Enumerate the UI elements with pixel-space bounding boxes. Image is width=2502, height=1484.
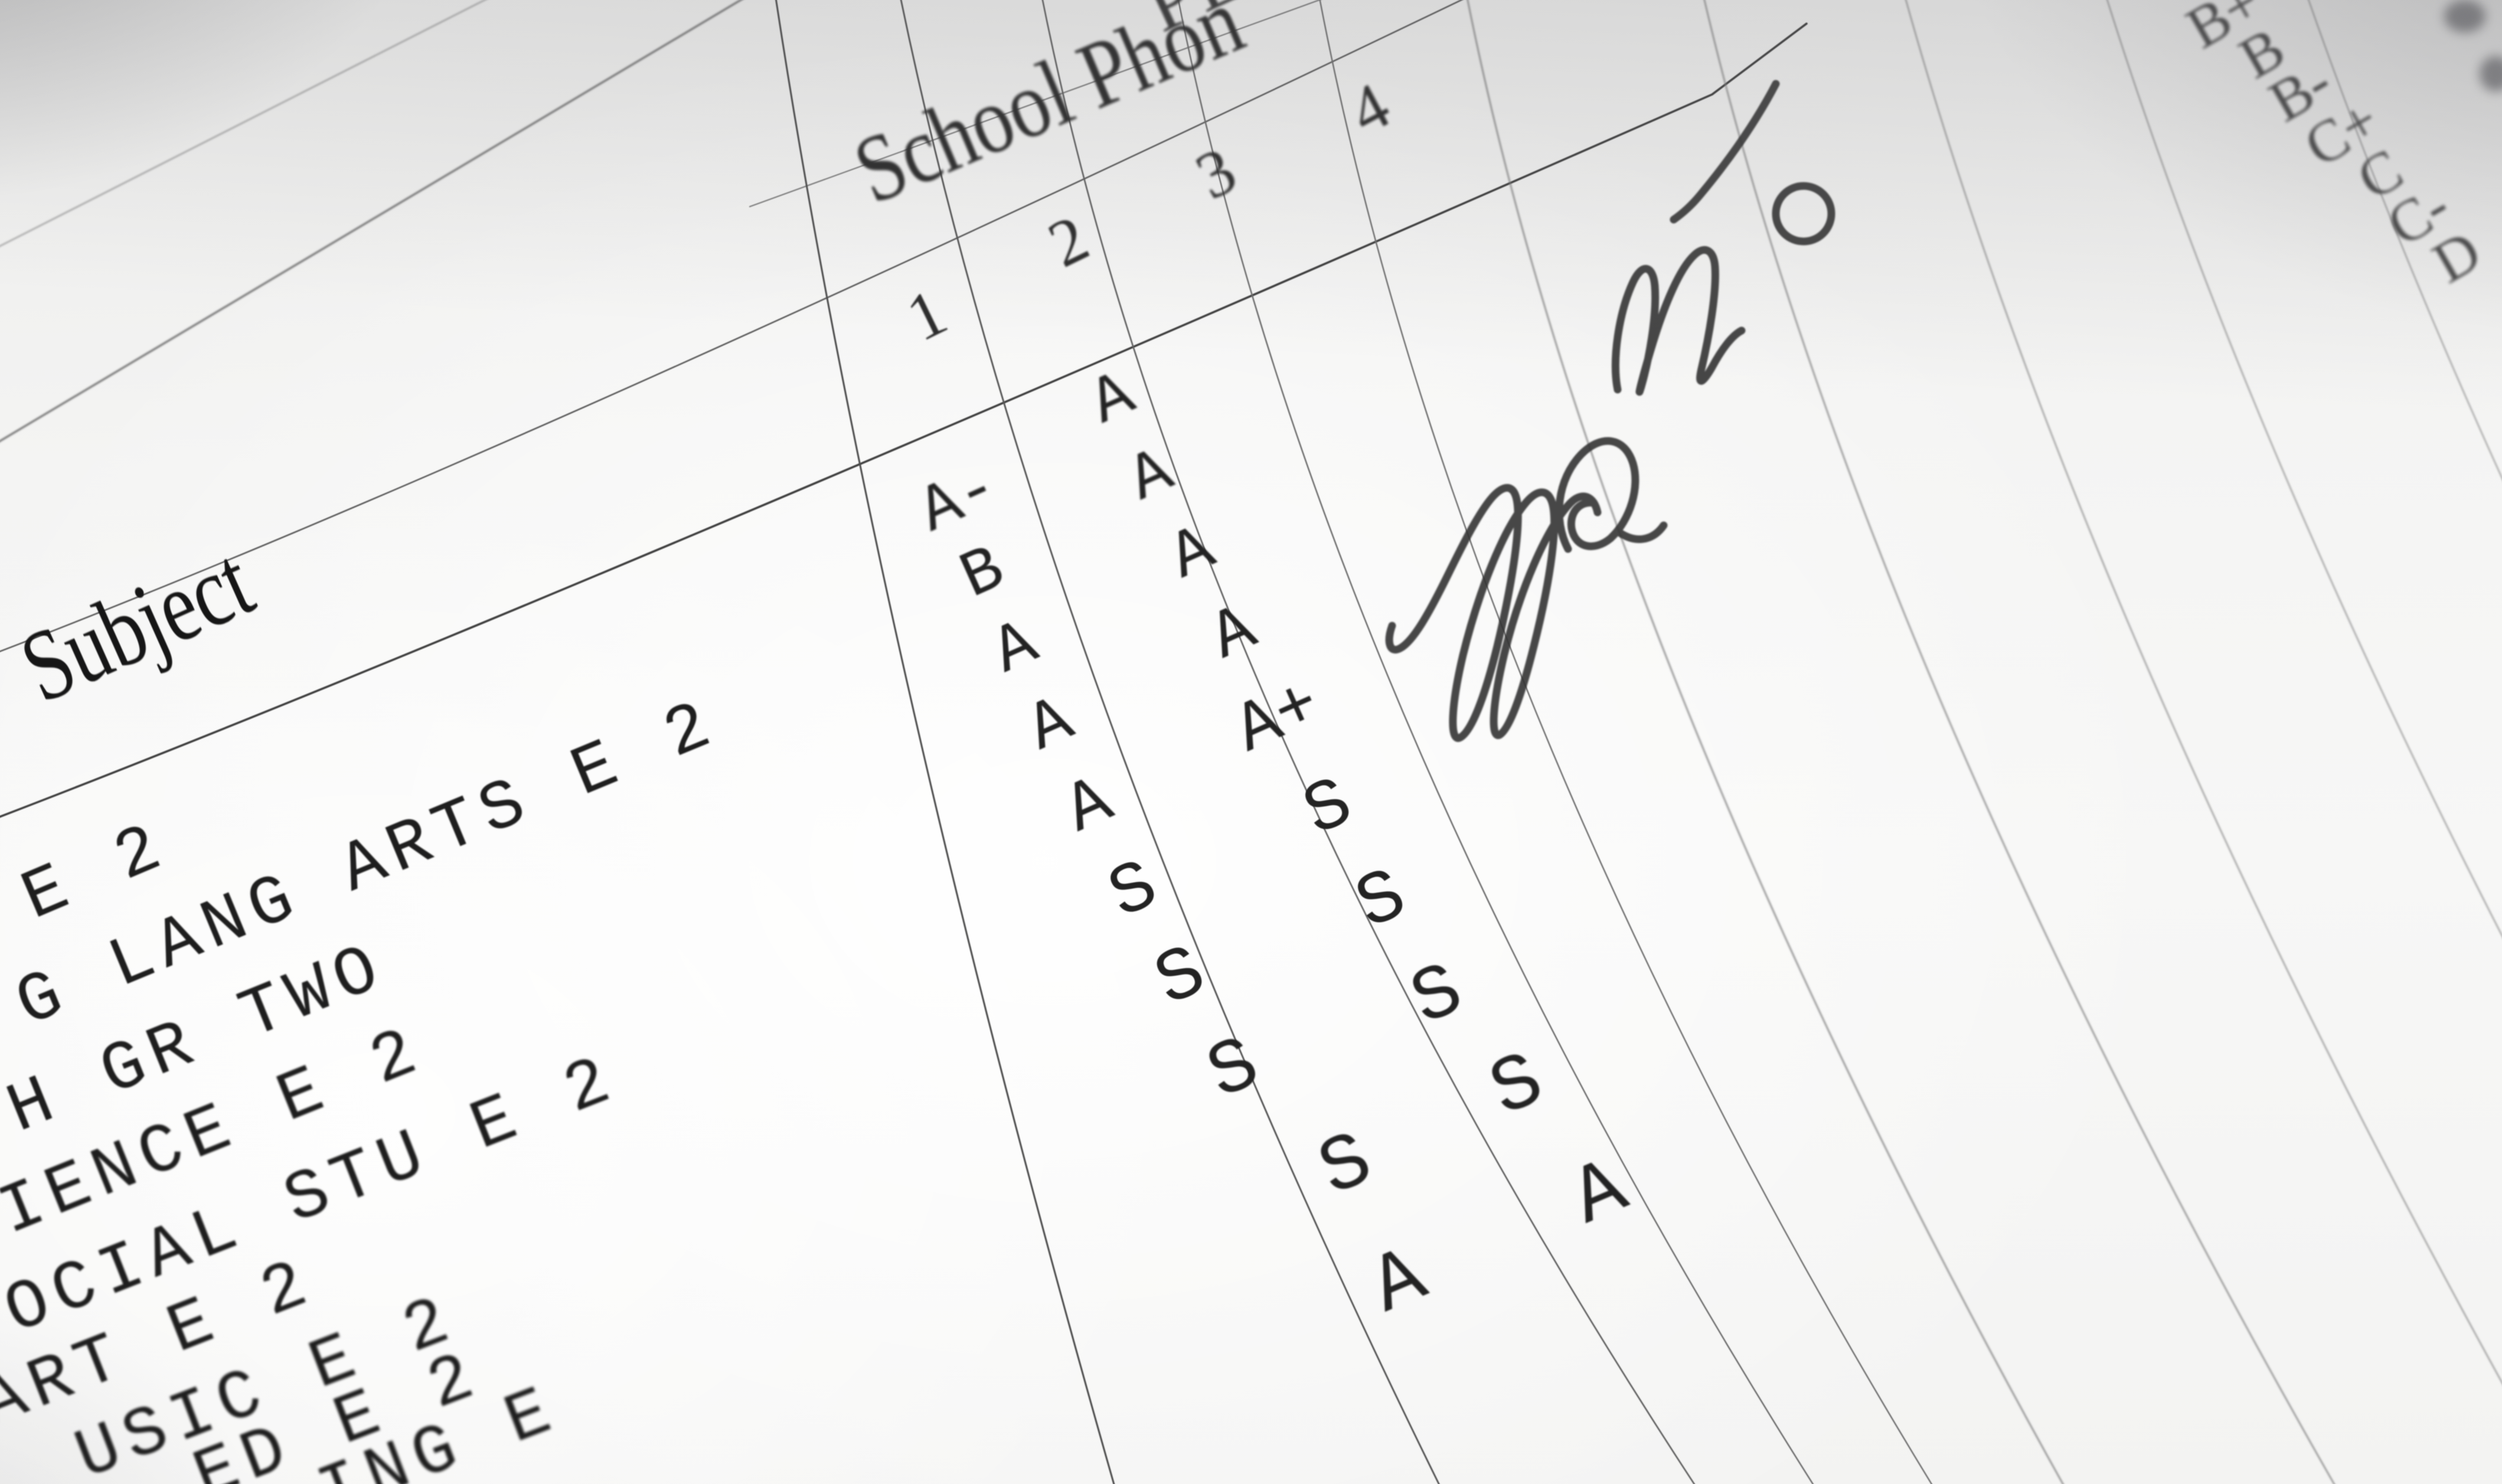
handwritten-wow-annotation: Wow! xyxy=(1385,80,1835,742)
blurred-partial-letters xyxy=(2480,56,2502,91)
blurred-partial-letters xyxy=(2444,0,2485,32)
